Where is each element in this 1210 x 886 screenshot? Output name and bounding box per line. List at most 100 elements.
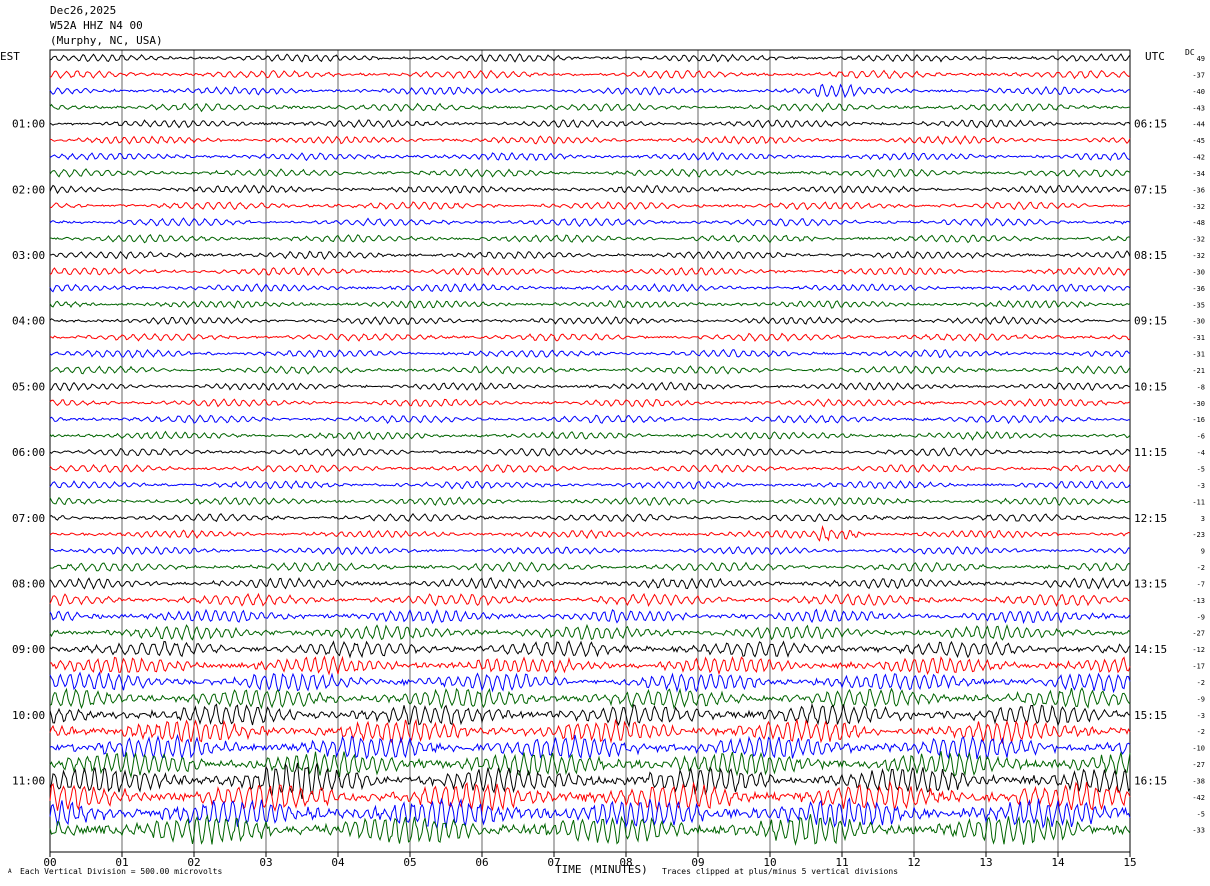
trace-line [49, 463, 1131, 474]
footer-clip-note: Traces clipped at plus/minus 5 vertical … [662, 867, 899, 876]
dc-offset-label: -7 [1197, 580, 1205, 588]
dc-offset-label: -33 [1192, 827, 1205, 835]
dc-offset-label: -27 [1192, 630, 1205, 638]
dc-offset-label: -30 [1192, 400, 1205, 408]
trace-line [49, 201, 1131, 211]
trace-line [49, 398, 1131, 408]
trace-line [49, 53, 1131, 63]
dc-offset-label: -3 [1197, 712, 1205, 720]
x-tick-label: 12 [907, 856, 920, 869]
utc-hour-label: 07:15 [1134, 183, 1167, 196]
dc-offset-label: -27 [1192, 761, 1205, 769]
trace-line [49, 512, 1131, 523]
header-date: Dec26,2025 [50, 4, 117, 17]
dc-offset-label: -30 [1192, 318, 1205, 326]
utc-hour-label: 13:15 [1134, 577, 1167, 590]
trace-line [49, 168, 1131, 178]
x-tick-label: 04 [331, 856, 345, 869]
dc-offset-label: -40 [1192, 88, 1205, 96]
hour-labels: 01:00 02:00 03:00 04:00 05:00 06:00 07:00 08:00… [12, 118, 1167, 788]
dc-offset-label: -2 [1197, 564, 1205, 572]
dc-offset-label: -42 [1192, 794, 1205, 802]
dc-offset-label: -32 [1192, 252, 1205, 260]
utc-hour-label: 09:15 [1134, 315, 1167, 328]
dc-offset-label: -6 [1197, 433, 1205, 441]
dc-offset-label: -2 [1197, 728, 1205, 736]
utc-hour-label: 15:15 [1134, 709, 1167, 722]
x-tick-label: 00 [43, 856, 56, 869]
est-hour-label: 10:00 [12, 709, 45, 722]
trace-line [49, 655, 1131, 676]
utc-hour-label: 06:15 [1134, 118, 1167, 131]
dc-offset-label: -38 [1192, 777, 1205, 785]
trace-line [49, 671, 1131, 694]
plot-grid [49, 49, 1131, 853]
x-axis-title: TIME (MINUTES) [555, 863, 648, 876]
dc-offset-label: -32 [1192, 203, 1205, 211]
trace-line [49, 184, 1131, 195]
dc-offset-label: -36 [1192, 186, 1205, 194]
dc-offset-label: -32 [1192, 236, 1205, 244]
dc-header-label: DC [1185, 48, 1195, 57]
est-hour-label: 08:00 [12, 577, 45, 590]
trace-line [49, 525, 1131, 542]
dc-offset-label: -31 [1192, 351, 1205, 359]
trace-line [49, 332, 1131, 342]
x-tick-label: 05 [403, 856, 416, 869]
trace-line [49, 480, 1131, 490]
dc-offset-label: -43 [1192, 104, 1205, 112]
trace-line [50, 365, 1131, 375]
dc-offset-labels: 49-37-40-43-44-45-42-34-36-32-48-32-32-3… [1192, 55, 1205, 835]
dc-offset-label: -31 [1192, 334, 1205, 342]
trace-line [49, 718, 1131, 745]
trace-line [49, 414, 1130, 425]
dc-offset-label: -42 [1192, 154, 1205, 162]
utc-hour-label: 12:15 [1134, 512, 1167, 525]
est-hour-label: 01:00 [12, 118, 45, 131]
x-tick-label: 13 [979, 856, 992, 869]
dc-offset-label: -5 [1197, 810, 1205, 818]
trace-line [49, 762, 1131, 799]
utc-hour-label: 14:15 [1134, 643, 1167, 656]
est-zone-label: EST [0, 50, 20, 63]
dc-offset-label: -17 [1192, 663, 1205, 671]
utc-zone-label: UTC [1145, 50, 1165, 63]
x-tick-label: 02 [187, 856, 200, 869]
trace-line [49, 135, 1131, 145]
trace-line [49, 447, 1131, 457]
trace-line [49, 266, 1131, 277]
footer-division-note: Each Vertical Division = 500.00 microvol… [20, 867, 223, 876]
trace-line [49, 381, 1131, 392]
x-tick-label: 06 [475, 856, 488, 869]
dc-offset-label: -45 [1192, 137, 1205, 145]
trace-line [49, 780, 1131, 813]
trace-line [49, 623, 1131, 641]
header-location: (Murphy, NC, USA) [50, 34, 163, 47]
dc-offset-label: 49 [1197, 55, 1205, 63]
trace-line [49, 217, 1131, 228]
corner-mark: A [8, 868, 12, 875]
dc-offset-label: -48 [1192, 219, 1205, 227]
trace-line [49, 119, 1131, 129]
est-hour-label: 07:00 [12, 512, 45, 525]
trace-line [49, 733, 1131, 761]
trace-line [49, 315, 1131, 326]
dc-offset-label: 3 [1201, 515, 1205, 523]
dc-offset-label: -30 [1192, 268, 1205, 276]
dc-offset-label: -10 [1192, 745, 1205, 753]
x-tick-label: 08 [619, 856, 632, 869]
x-axis-ticks: 00 01 02 03 04 05 06 07 08 09 10 11 12 13 14 15 [43, 852, 1137, 869]
trace-line [49, 102, 1130, 113]
dc-offset-label: -34 [1192, 170, 1205, 178]
dc-offset-label: -9 [1197, 613, 1205, 621]
trace-line [49, 430, 1131, 441]
dc-offset-label: -23 [1192, 531, 1205, 539]
utc-hour-label: 16:15 [1134, 774, 1167, 787]
trace-line [49, 250, 1131, 260]
trace-line [49, 496, 1131, 506]
est-hour-label: 06:00 [12, 446, 45, 459]
trace-line [49, 561, 1131, 573]
utc-hour-label: 08:15 [1134, 249, 1167, 262]
dc-offset-label: -2 [1197, 679, 1205, 687]
